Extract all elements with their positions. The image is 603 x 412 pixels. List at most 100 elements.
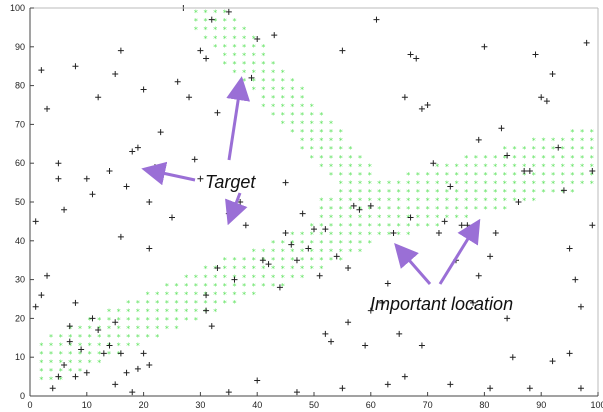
region-star: * xyxy=(580,162,584,171)
region-star: * xyxy=(252,282,256,291)
region-star: * xyxy=(435,171,439,180)
scatter-point xyxy=(356,206,363,213)
scatter-point xyxy=(384,381,391,388)
region-star: * xyxy=(532,188,536,197)
scatter-point xyxy=(276,284,283,291)
region-star: * xyxy=(416,179,420,188)
region-star: * xyxy=(406,171,410,180)
scatter-point xyxy=(339,47,346,54)
scatter-point xyxy=(61,206,68,213)
region-star: * xyxy=(368,162,372,171)
scatter-point xyxy=(95,94,102,101)
region-star: * xyxy=(165,316,169,325)
region-star: * xyxy=(319,111,323,120)
region-star: * xyxy=(484,188,488,197)
region-star: * xyxy=(223,43,227,52)
region-star: * xyxy=(310,137,314,146)
region-star: * xyxy=(107,350,111,359)
region-star: * xyxy=(358,239,362,248)
region-star: * xyxy=(455,162,459,171)
region-star: * xyxy=(551,188,555,197)
region-star: * xyxy=(474,171,478,180)
region-star: * xyxy=(252,256,256,265)
region-star: * xyxy=(551,154,555,163)
region-star: * xyxy=(59,333,63,342)
region-star: * xyxy=(455,196,459,205)
scatter-point xyxy=(572,276,579,283)
region-star: * xyxy=(474,205,478,214)
region-star: * xyxy=(213,290,217,299)
region-star: * xyxy=(271,265,275,274)
region-star: * xyxy=(426,205,430,214)
region-star: * xyxy=(300,111,304,120)
region-star: * xyxy=(474,162,478,171)
region-star: * xyxy=(39,342,43,351)
region-star: * xyxy=(580,179,584,188)
region-star: * xyxy=(300,94,304,103)
scatter-point xyxy=(566,245,573,252)
region-star: * xyxy=(513,154,517,163)
region-star: * xyxy=(213,273,217,282)
region-star: * xyxy=(590,145,594,154)
region-star: * xyxy=(339,256,343,265)
scatter-point xyxy=(498,125,505,132)
scatter-point xyxy=(293,389,300,396)
region-star: * xyxy=(49,376,53,385)
region-star: * xyxy=(590,137,594,146)
region-star: * xyxy=(368,222,372,231)
region-star: * xyxy=(146,307,150,316)
region-star: * xyxy=(348,154,352,163)
region-star: * xyxy=(474,196,478,205)
x-tick-label: 50 xyxy=(309,400,319,410)
y-tick-label: 20 xyxy=(15,313,25,323)
region-star: * xyxy=(348,145,352,154)
region-star: * xyxy=(136,307,140,316)
region-star: * xyxy=(368,231,372,240)
region-star: * xyxy=(542,162,546,171)
region-star: * xyxy=(387,179,391,188)
scatter-point xyxy=(407,51,414,58)
region-star: * xyxy=(49,350,53,359)
region-star: * xyxy=(377,214,381,223)
region-star: * xyxy=(300,128,304,137)
region-star: * xyxy=(223,282,227,291)
region-star: * xyxy=(97,316,101,325)
region-star: * xyxy=(561,145,565,154)
region-star: * xyxy=(242,282,246,291)
scatter-point xyxy=(203,55,210,62)
region-star: * xyxy=(551,171,555,180)
region-star: * xyxy=(319,248,323,257)
region-star: * xyxy=(223,9,227,18)
region-star: * xyxy=(146,325,150,334)
region-star: * xyxy=(426,188,430,197)
y-tick-label: 90 xyxy=(15,42,25,52)
region-star: * xyxy=(358,171,362,180)
region-star: * xyxy=(570,154,574,163)
region-star: * xyxy=(59,359,63,368)
region-star: * xyxy=(358,248,362,257)
region-star: * xyxy=(310,239,314,248)
region-star: * xyxy=(358,188,362,197)
region-star: * xyxy=(358,196,362,205)
region-star: * xyxy=(233,51,237,60)
scatter-point xyxy=(49,385,56,392)
region-star: * xyxy=(416,222,420,231)
target-label: Target xyxy=(205,172,256,192)
scatter-point xyxy=(61,361,68,368)
region-star: * xyxy=(271,94,275,103)
region-star: * xyxy=(416,188,420,197)
region-star: * xyxy=(484,196,488,205)
region-star: * xyxy=(194,26,198,35)
region-star: * xyxy=(242,26,246,35)
scatter-point xyxy=(424,102,431,108)
region-star: * xyxy=(126,325,130,334)
region-star: * xyxy=(59,342,63,351)
region-star: * xyxy=(348,231,352,240)
region-star: * xyxy=(522,154,526,163)
scatter-point xyxy=(532,51,539,58)
region-star: * xyxy=(513,171,517,180)
region-star: * xyxy=(242,256,246,265)
region-star: * xyxy=(561,162,565,171)
x-tick-label: 0 xyxy=(27,400,32,410)
region-star: * xyxy=(146,316,150,325)
